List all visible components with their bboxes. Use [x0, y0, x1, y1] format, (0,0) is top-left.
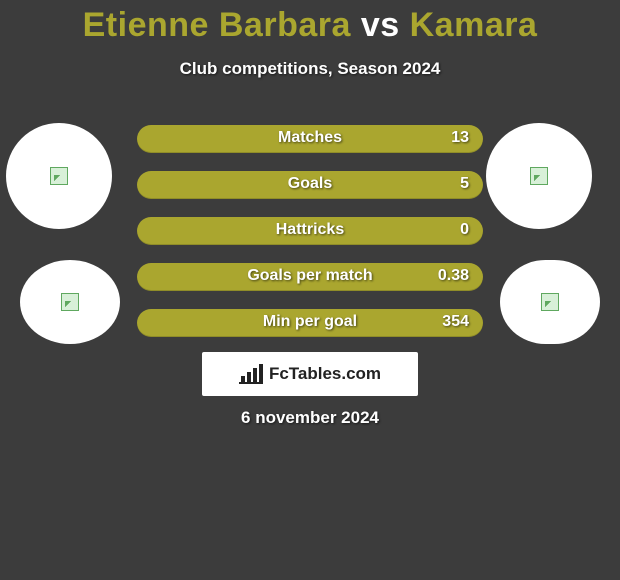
stat-label: Goals — [137, 175, 483, 193]
stat-bar-hattricks: Hattricks 0 — [137, 217, 483, 245]
stat-bar-goals-per-match: Goals per match 0.38 — [137, 263, 483, 291]
broken-image-icon — [50, 167, 68, 185]
stat-value: 354 — [442, 313, 469, 331]
chart-icon — [239, 364, 263, 384]
player1-avatar-country — [20, 260, 120, 344]
logo-box[interactable]: FcTables.com — [202, 352, 418, 396]
broken-image-icon — [541, 293, 559, 311]
date-label: 6 november 2024 — [0, 408, 620, 428]
broken-image-icon — [61, 293, 79, 311]
subtitle: Club competitions, Season 2024 — [0, 59, 620, 79]
stat-bar-matches: Matches 13 — [137, 125, 483, 153]
vs-label: vs — [361, 6, 400, 44]
stat-value: 0 — [460, 221, 469, 239]
player2-avatar-country — [500, 260, 600, 344]
stat-bar-goals: Goals 5 — [137, 171, 483, 199]
stat-label: Min per goal — [137, 313, 483, 331]
broken-image-icon — [530, 167, 548, 185]
stats-bars: Matches 13 Goals 5 Hattricks 0 Goals per… — [137, 125, 483, 355]
player1-avatar-club — [6, 123, 112, 229]
page-title: Etienne Barbara vs Kamara — [0, 0, 620, 45]
stat-value: 5 — [460, 175, 469, 193]
player2-name: Kamara — [410, 6, 538, 44]
player2-avatar-club — [486, 123, 592, 229]
stat-bar-min-per-goal: Min per goal 354 — [137, 309, 483, 337]
stat-label: Hattricks — [137, 221, 483, 239]
stat-value: 0.38 — [438, 267, 469, 285]
logo-text: FcTables.com — [269, 364, 381, 384]
stat-label: Goals per match — [137, 267, 483, 285]
stat-label: Matches — [137, 129, 483, 147]
player1-name: Etienne Barbara — [83, 6, 351, 44]
stat-value: 13 — [451, 129, 469, 147]
